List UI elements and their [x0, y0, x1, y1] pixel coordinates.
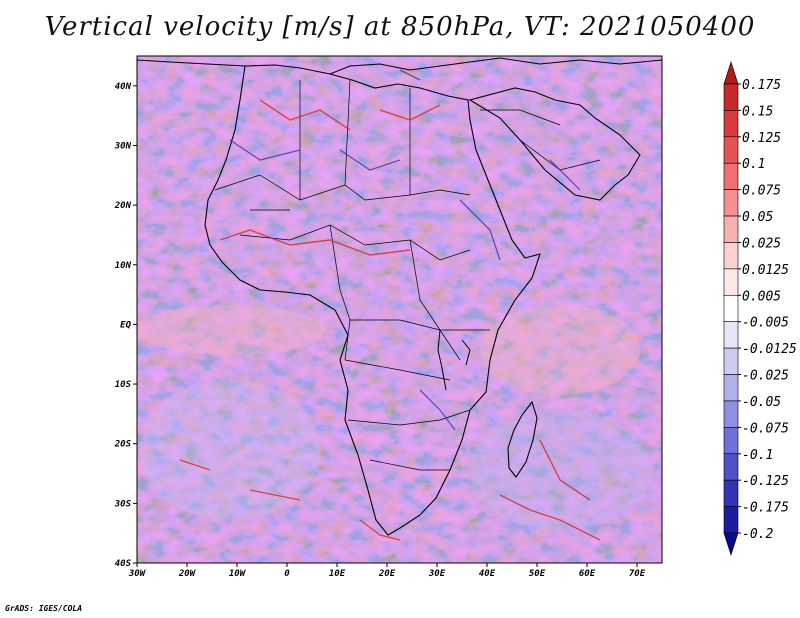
colorbar-label: 0.05	[742, 210, 773, 225]
colorbar-swatch	[723, 427, 739, 455]
colorbar-swatch	[723, 506, 739, 534]
colorbar-label: -0.075	[742, 421, 789, 436]
south-indian-ocean-descent	[470, 410, 650, 530]
velocity-field-texture	[137, 56, 662, 563]
colorbar-swatch	[723, 321, 739, 349]
madagascar-coastline	[507, 400, 538, 478]
colorbar-label: -0.005	[742, 316, 789, 331]
colorbar-swatch	[723, 162, 739, 190]
colorbar-label: 0.025	[742, 236, 781, 251]
lon-tick-label: 0	[284, 569, 290, 579]
colorbar-label: 0.1	[742, 157, 765, 172]
lat-tick-label: 10N	[115, 261, 132, 271]
colorbar-label: -0.175	[742, 501, 789, 516]
colorbar-label: 0.005	[742, 289, 781, 304]
colorbar-swatch	[723, 294, 739, 323]
colorbar-swatch	[723, 83, 739, 111]
lon-tick-label: 70E	[629, 569, 646, 579]
lat-tick-label: 20S	[114, 440, 132, 450]
lon-tick-label: 10E	[329, 569, 346, 579]
lon-tick-label: 30W	[128, 569, 147, 579]
lat-tick-label: 40S	[115, 559, 132, 569]
lat-tick-label: 30S	[114, 499, 132, 509]
lon-tick-label: 60E	[579, 569, 596, 579]
colorbar-label: 0.0125	[742, 263, 789, 278]
lat-tick-label: 30N	[114, 141, 132, 151]
colorbar-label: 0.175	[742, 78, 781, 93]
arabia-coastline	[468, 87, 641, 201]
colorbar-label: -0.125	[742, 474, 789, 489]
europe-coastline	[136, 57, 663, 75]
lon-tick-label: 50E	[529, 569, 546, 579]
red-streaks	[179, 99, 601, 541]
colorbar-label: 0.125	[742, 131, 781, 146]
colorbar-swatch	[723, 479, 739, 507]
equatorial-atlantic-ascent	[135, 305, 325, 355]
map-frame	[136, 55, 663, 564]
colorbar-swatch	[723, 215, 739, 243]
colorbar-label: 0.075	[742, 184, 781, 199]
lon-tick-label: 10W	[229, 569, 247, 579]
colorbar-label: -0.1	[742, 448, 773, 463]
software-credit: GrADS: IGES/COLA	[5, 604, 83, 613]
lon-tick-label: 20E	[378, 569, 396, 579]
lat-tick-label: 20N	[114, 201, 132, 211]
colorbar-swatch	[723, 347, 739, 375]
colorbar-swatch	[723, 110, 739, 138]
indian-ocean-ascent	[480, 305, 640, 395]
longitude-ticks: 30W 20W 10W 0 10E 20E 30E 40E 50E 60E 70E	[128, 563, 646, 579]
colorbar-label: 0.15	[742, 104, 773, 119]
colorbar-swatch	[723, 189, 739, 217]
lon-tick-label: 20W	[178, 569, 197, 579]
colorbar-bottom-arrow	[723, 532, 739, 556]
colorbar-swatch	[723, 268, 739, 296]
lon-tick-label: 40E	[479, 569, 496, 579]
lat-tick-label: 10S	[115, 380, 132, 390]
chart-title: Vertical velocity [m/s] at 850hPa, VT: 2…	[44, 12, 756, 42]
map-panel	[135, 55, 663, 564]
colorbar-label: -0.2	[742, 527, 773, 542]
colorbar-label: -0.05	[742, 395, 781, 410]
lon-tick-label: 30E	[428, 569, 446, 579]
colorbar-top-arrow	[723, 61, 739, 85]
latitude-ticks: 40N 30N 20N 10N EQ 10S 20S 30S 40S	[114, 82, 137, 569]
colorbar-label: -0.025	[742, 369, 789, 384]
colorbar-swatch	[723, 400, 739, 428]
colorbar-label: -0.0125	[742, 342, 797, 357]
africa-coastline	[204, 64, 541, 536]
colorbar-swatch	[723, 453, 739, 481]
colorbar-swatch	[723, 242, 739, 270]
colorbar: 0.175 0.15 0.125 0.1 0.075 0.05 0.025 0.0125 0.0…	[723, 61, 797, 556]
blue-streaks	[229, 69, 581, 431]
rift-lakes	[437, 329, 471, 391]
south-atlantic-descent	[140, 380, 320, 520]
colorbar-swatch	[723, 374, 739, 402]
colorbar-swatch	[723, 136, 739, 164]
lat-tick-label: EQ	[120, 320, 131, 330]
lat-tick-label: 40N	[115, 82, 132, 92]
